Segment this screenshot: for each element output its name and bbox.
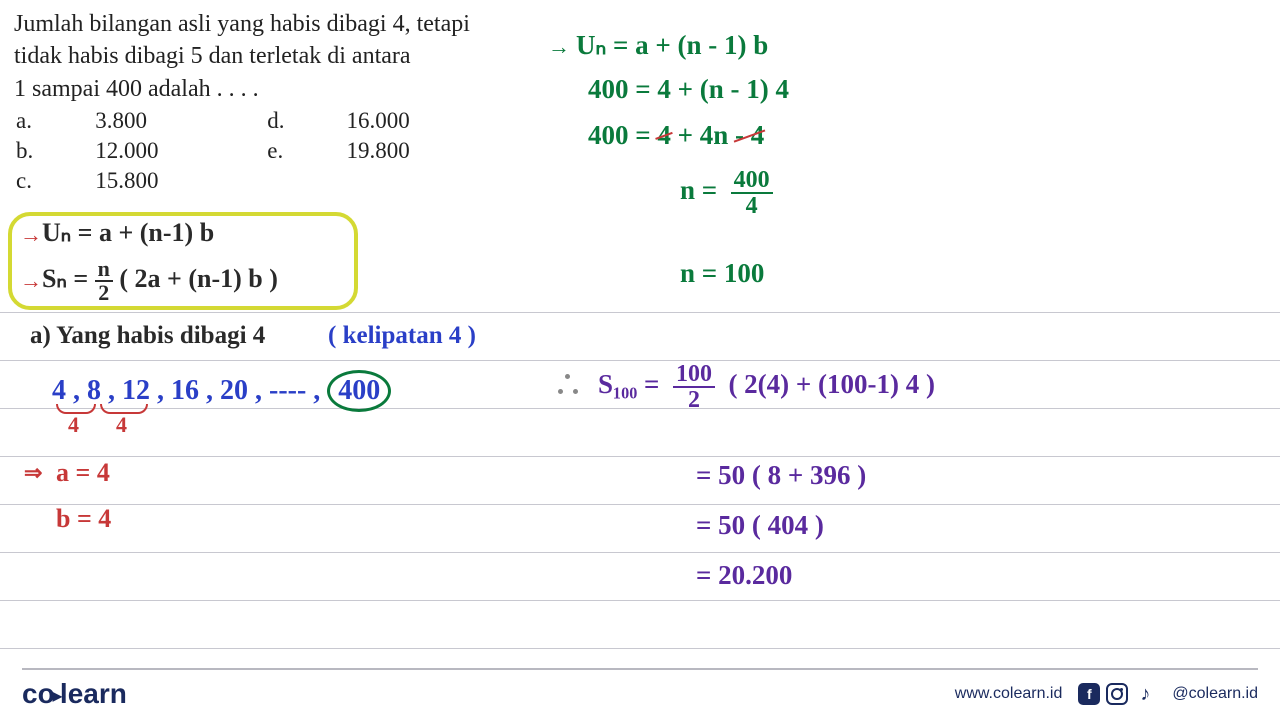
answer-options: a. 3.800 d. 16.000 b. 12.000 e. 19.800 c… bbox=[14, 106, 472, 198]
logo-part-b: learn bbox=[60, 678, 127, 709]
sn-line4: = 20.200 bbox=[696, 560, 792, 591]
facebook-icon: f bbox=[1078, 683, 1100, 705]
opt-a-val: 3.800 bbox=[95, 108, 265, 136]
run-l2: 400 = 4 + (n - 1) 4 bbox=[588, 74, 789, 105]
opt-c-val: 15.800 bbox=[95, 168, 265, 196]
footer-divider bbox=[22, 668, 1258, 670]
social-icons: f ♪ bbox=[1078, 683, 1156, 705]
sn-den: 2 bbox=[95, 282, 113, 304]
footer-bar: co▶learn www.colearn.id f ♪ @colearn.id bbox=[0, 668, 1280, 720]
sn-rhs1: ( 2(4) + (100-1) 4 ) bbox=[728, 369, 935, 399]
l3b-struck: 4 bbox=[657, 120, 671, 150]
a-equals: a = 4 bbox=[56, 458, 110, 488]
opt-d-key: d. bbox=[267, 108, 344, 136]
therefore-dots-icon bbox=[556, 372, 580, 396]
under-label-1: 4 bbox=[68, 412, 79, 438]
arrow-icon: → bbox=[548, 34, 570, 60]
run-l1: Uₙ = a + (n - 1) b bbox=[576, 30, 768, 61]
footer-handle: @colearn.id bbox=[1172, 685, 1258, 703]
formula-un: Uₙ = a + (n-1) b bbox=[42, 218, 214, 248]
under-label-2: 4 bbox=[116, 412, 127, 438]
sn-rhs: ( 2a + (n-1) b ) bbox=[119, 264, 278, 293]
run-l4: n = 400 4 bbox=[680, 168, 773, 218]
opt-b-key: b. bbox=[16, 138, 93, 166]
seq-2: 12 bbox=[122, 375, 150, 406]
brand-logo: co▶learn bbox=[22, 678, 127, 710]
l3a: 400 = bbox=[588, 120, 657, 150]
footer-right: www.colearn.id f ♪ @colearn.id bbox=[955, 683, 1258, 705]
section-a-subtitle: ( kelipatan 4 ) bbox=[328, 322, 476, 350]
seq-4: 20 bbox=[220, 375, 248, 406]
instagram-icon bbox=[1106, 683, 1128, 705]
l3c: + 4n bbox=[678, 120, 735, 150]
l4-den: 4 bbox=[731, 194, 773, 218]
sn-lhs: Sₙ = bbox=[42, 264, 88, 293]
arrow-icon: → bbox=[20, 222, 42, 248]
sn-line3: = 50 ( 404 ) bbox=[696, 510, 824, 541]
sn-fden: 2 bbox=[673, 388, 715, 412]
sn-fnum: 100 bbox=[673, 362, 715, 388]
seq-1: 8 bbox=[87, 375, 101, 406]
l4-lhs: n = bbox=[680, 175, 717, 205]
formula-sn: Sₙ = n 2 ( 2a + (n-1) b ) bbox=[42, 258, 278, 304]
b-equals: b = 4 bbox=[56, 504, 111, 534]
opt-c-key: c. bbox=[16, 168, 93, 196]
opt-d-val: 16.000 bbox=[347, 108, 470, 136]
question-line-3: 1 sampai 400 adalah . . . . bbox=[14, 73, 470, 105]
seq-3: 16 bbox=[171, 375, 199, 406]
opt-e-val: 19.800 bbox=[347, 138, 470, 166]
section-a-title: a) Yang habis dibagi 4 bbox=[30, 322, 265, 350]
l4-num: 400 bbox=[731, 168, 773, 194]
sn-line2: = 50 ( 8 + 396 ) bbox=[696, 460, 866, 491]
opt-b-val: 12.000 bbox=[95, 138, 265, 166]
sn-num: n bbox=[95, 258, 113, 282]
sn-line1: S₁₀₀ = 100 2 ( 2(4) + (100-1) 4 ) bbox=[598, 362, 935, 412]
opt-e-key: e. bbox=[267, 138, 344, 166]
question-text: Jumlah bilangan asli yang habis dibagi 4… bbox=[14, 8, 470, 105]
arrow-icon: ⇒ bbox=[24, 460, 42, 486]
tiktok-icon: ♪ bbox=[1134, 683, 1156, 705]
l3d-struck: - 4 bbox=[735, 120, 764, 150]
seq-5: ---- bbox=[269, 375, 306, 406]
sn-lhs: S₁₀₀ = bbox=[598, 369, 659, 399]
run-l3: 400 = 4 + 4n - 4 bbox=[588, 120, 764, 151]
opt-a-key: a. bbox=[16, 108, 93, 136]
seq-0: 4 bbox=[52, 375, 66, 406]
arrow-icon: → bbox=[20, 268, 42, 294]
question-line-2: tidak habis dibagi 5 dan terletak di ant… bbox=[14, 40, 470, 72]
seq-last-circled: 400 bbox=[327, 370, 391, 412]
logo-part-a: co bbox=[22, 678, 55, 709]
run-l5: n = 100 bbox=[680, 258, 764, 289]
question-line-1: Jumlah bilangan asli yang habis dibagi 4… bbox=[14, 8, 470, 40]
footer-url: www.colearn.id bbox=[955, 685, 1063, 703]
